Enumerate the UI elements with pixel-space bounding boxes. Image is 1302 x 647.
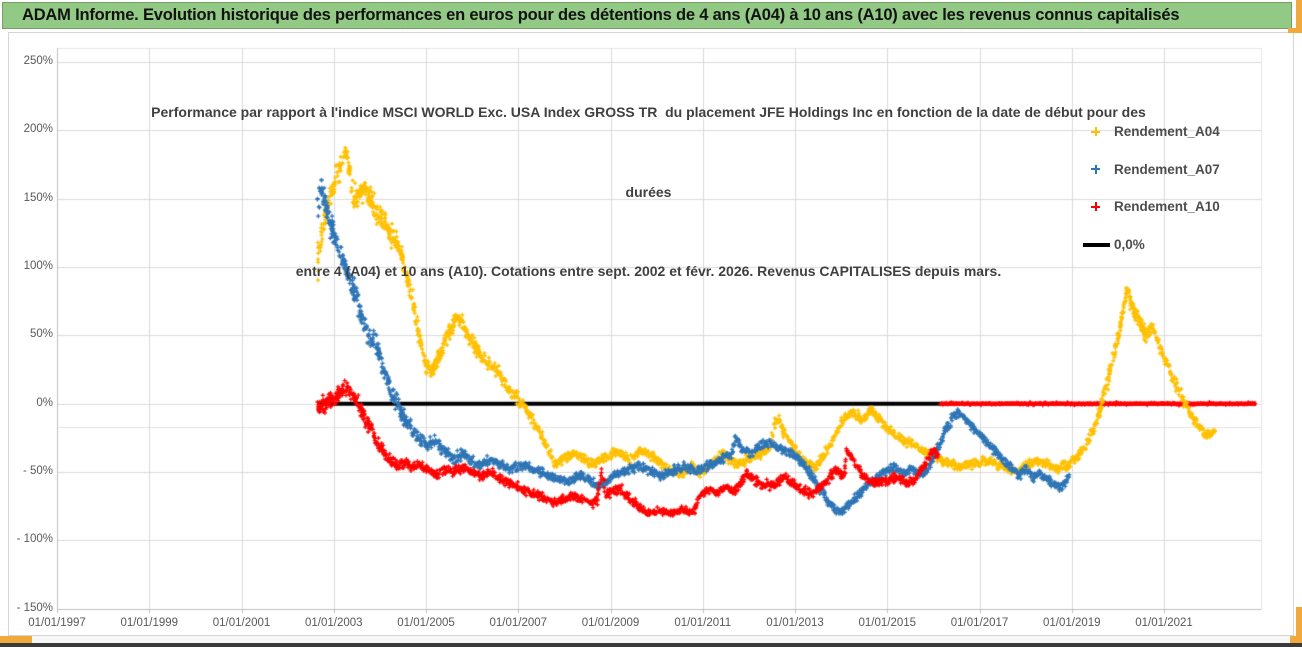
chart-legend: Rendement_A04 Rendement_A07 Rendement_A10 0… xyxy=(1083,113,1220,264)
sheet-bottom-strip xyxy=(0,636,1302,643)
orange-accent-bottom-right xyxy=(1296,607,1302,637)
legend-label: Rendement_A04 xyxy=(1114,124,1220,140)
legend-line-marker xyxy=(1083,238,1111,252)
legend-plus-marker-icon xyxy=(1085,200,1111,214)
legend-item-rendement-a10[interactable]: Rendement_A10 xyxy=(1085,188,1220,226)
y-axis-label: 50% xyxy=(29,328,53,341)
x-axis-label: 01/01/1997 xyxy=(28,617,86,629)
chart-title: Performance par rapport à l'indice MSCI … xyxy=(57,46,1240,338)
x-axis-label: 01/01/2021 xyxy=(1135,617,1193,629)
x-axis-label: 01/01/2005 xyxy=(397,617,455,629)
legend-label: 0,0% xyxy=(1114,237,1145,253)
chart-title-line-1: Performance par rapport à l'indice MSCI … xyxy=(151,104,1146,120)
x-axis-label: 01/01/2003 xyxy=(304,617,363,629)
orange-accent-top-right-foot xyxy=(1288,28,1302,33)
chart-title-line-3: entre 4 (A04) et 10 ans (A10). Cotations… xyxy=(295,263,1002,279)
x-axis-label: 01/01/2013 xyxy=(766,617,824,629)
x-axis-label: 01/01/2007 xyxy=(489,617,548,629)
legend-item-0-0-[interactable]: 0,0% xyxy=(1083,226,1220,264)
y-axis-label: 150% xyxy=(23,191,53,204)
x-axis-label: 01/01/1999 xyxy=(120,617,179,629)
x-axis-label: 01/01/2011 xyxy=(674,617,732,629)
legend-item-rendement-a07[interactable]: Rendement_A07 xyxy=(1085,151,1220,189)
y-axis-label: 100% xyxy=(23,260,53,273)
legend-plus-marker-icon xyxy=(1085,162,1111,176)
y-axis-label: - 100% xyxy=(16,533,53,546)
y-axis-label: 0% xyxy=(36,396,53,409)
chart-title-line-2: durées xyxy=(625,183,672,200)
bottom-dark-band xyxy=(0,643,1302,647)
x-axis-label: 01/01/2019 xyxy=(1042,617,1101,629)
legend-label: Rendement_A10 xyxy=(1114,199,1220,215)
y-axis-label: 200% xyxy=(23,123,53,136)
legend-plus-marker-icon xyxy=(1085,125,1111,139)
orange-accent-bottom-right-foot xyxy=(1290,636,1302,643)
y-axis-label: - 50% xyxy=(22,465,53,478)
legend-item-rendement-a04[interactable]: Rendement_A04 xyxy=(1085,113,1220,151)
y-axis-label: - 150% xyxy=(16,601,53,614)
x-axis-label: 01/01/2001 xyxy=(212,617,271,629)
orange-accent-top-right xyxy=(1296,0,1302,29)
orange-accent-bottom-left xyxy=(0,636,32,643)
y-axis-label: 250% xyxy=(23,55,53,68)
legend-label: Rendement_A07 xyxy=(1114,161,1220,177)
x-axis-label: 01/01/2017 xyxy=(950,617,1009,629)
x-axis-label: 01/01/2015 xyxy=(858,617,917,629)
x-axis-label: 01/01/2009 xyxy=(581,617,640,629)
